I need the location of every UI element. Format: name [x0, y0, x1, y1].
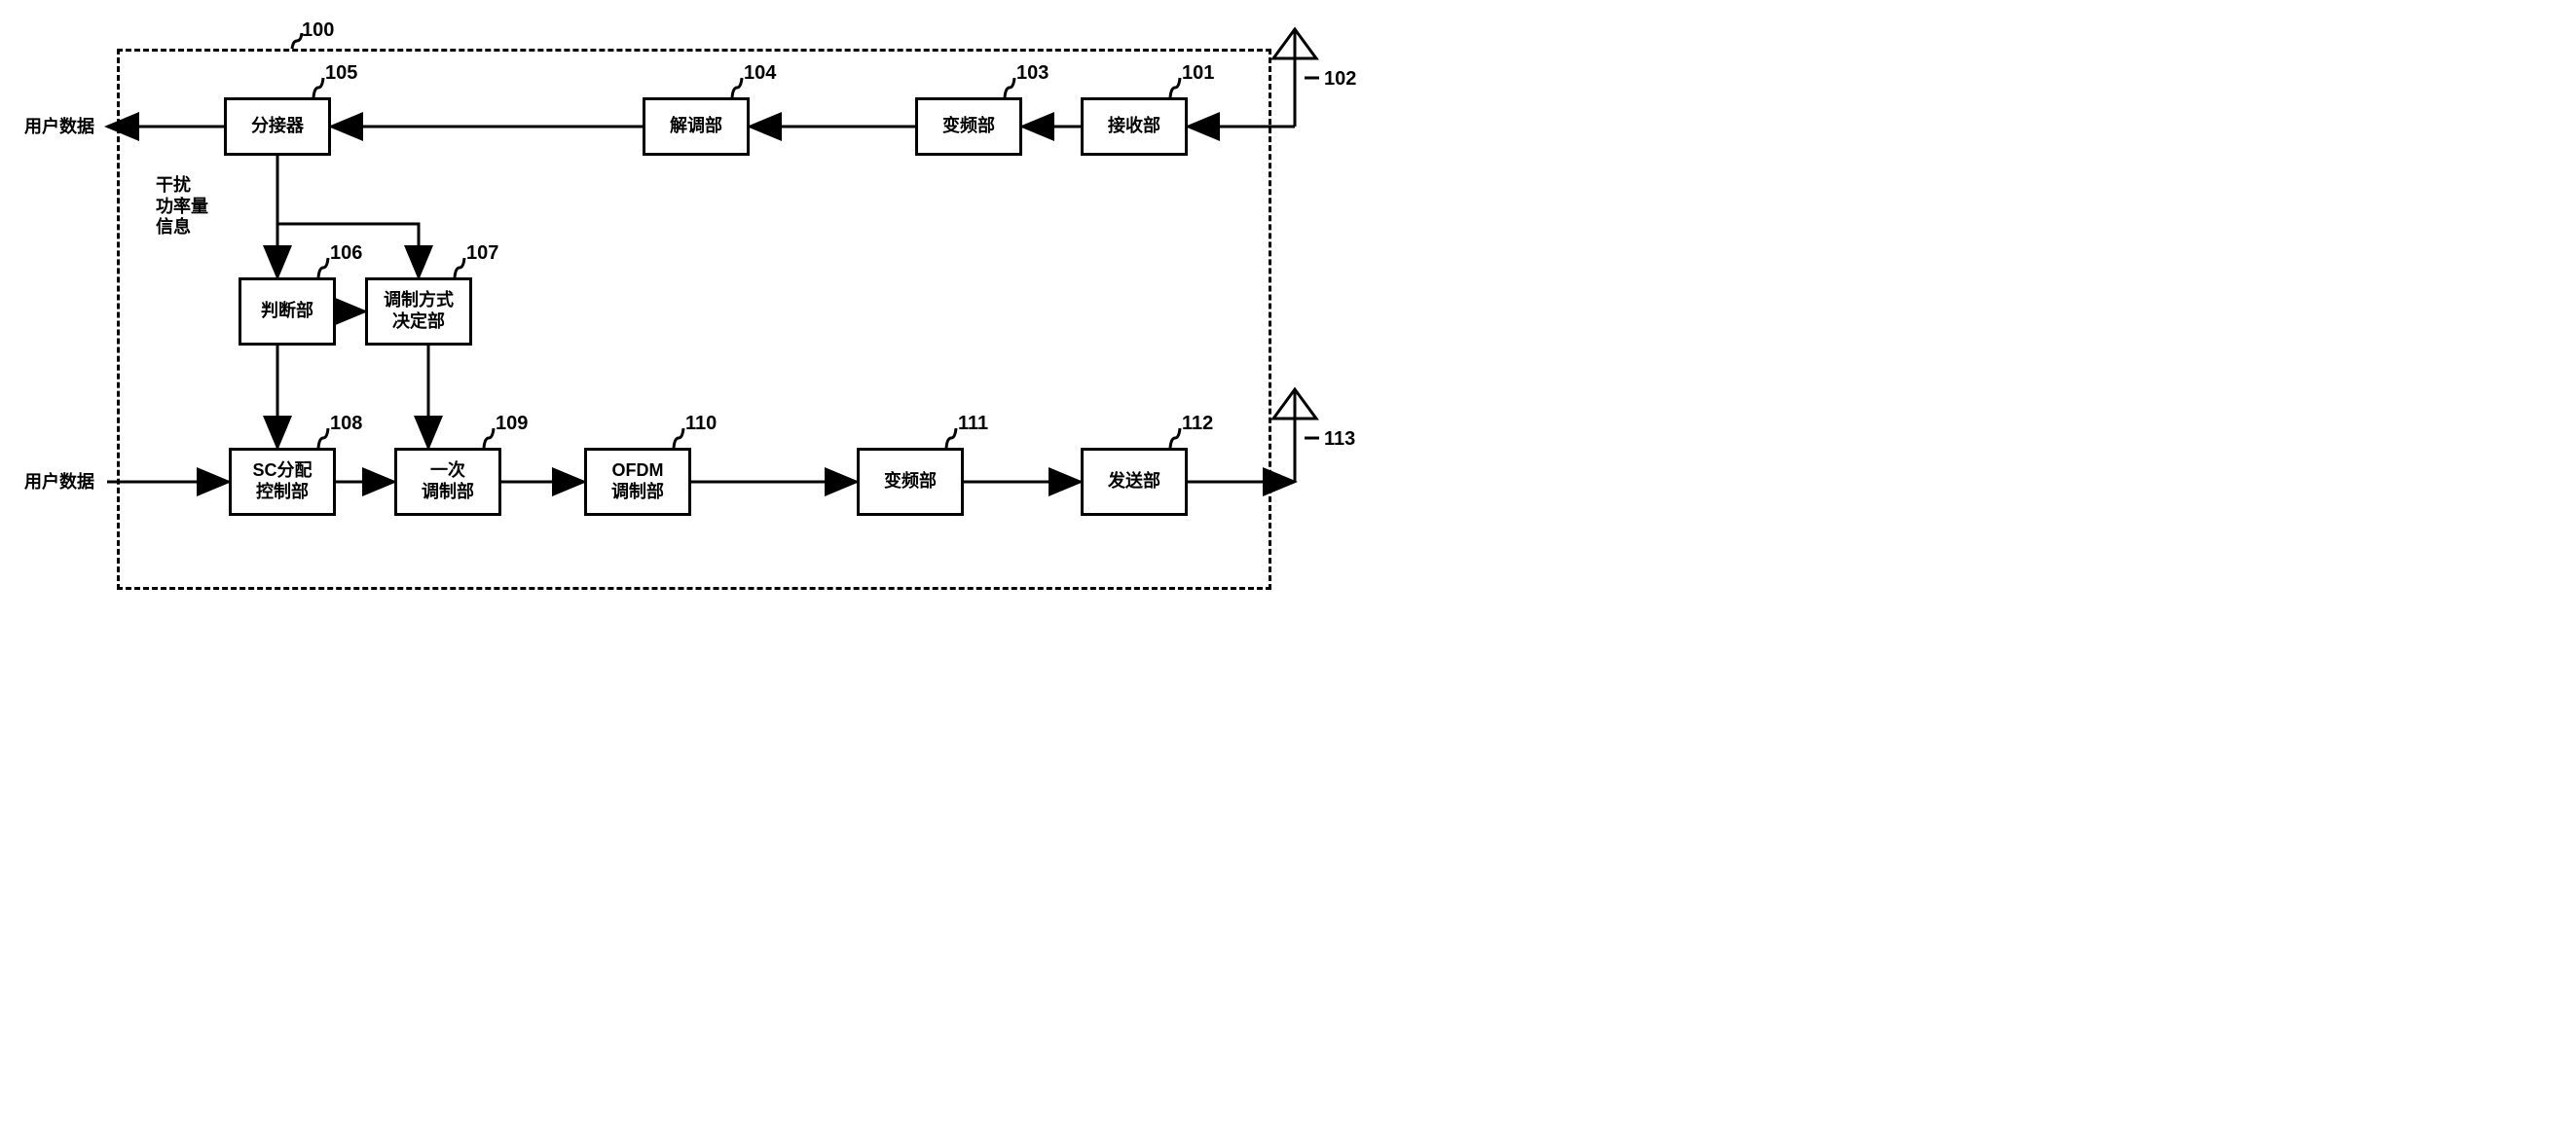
block-label: 变频部 — [884, 471, 937, 493]
block-label: 变频部 — [942, 116, 995, 137]
block-label: 发送部 — [1108, 471, 1160, 493]
ref-102: 102 — [1324, 68, 1356, 91]
ref-112: 112 — [1182, 413, 1213, 435]
label-user-data-out: 用户数据 — [24, 117, 94, 138]
block-judge: 判断部 — [239, 277, 336, 346]
ref-108: 108 — [330, 413, 362, 435]
ref-106: 106 — [330, 242, 362, 265]
ref-110: 110 — [685, 413, 717, 435]
block-demodulator: 解调部 — [643, 97, 750, 156]
block-label: 分接器 — [251, 116, 304, 137]
label-interference-info: 干扰 功率量 信息 — [156, 175, 208, 238]
ref-105: 105 — [325, 62, 357, 85]
block-label: 判断部 — [261, 301, 313, 322]
ref-113: 113 — [1324, 428, 1355, 451]
ref-107: 107 — [466, 242, 498, 265]
block-label: 解调部 — [670, 116, 722, 137]
block-label: 接收部 — [1108, 116, 1160, 137]
block-demux: 分接器 — [224, 97, 331, 156]
block-transmitter: 发送部 — [1081, 448, 1188, 516]
block-freq-conv-rx: 变频部 — [915, 97, 1022, 156]
ref-104: 104 — [744, 62, 776, 85]
block-ofdm-mod: OFDM 调制部 — [584, 448, 691, 516]
ref-111: 111 — [958, 413, 988, 435]
block-primary-mod: 一次 调制部 — [394, 448, 501, 516]
ref-100: 100 — [302, 19, 334, 42]
block-label: OFDM 调制部 — [611, 460, 664, 502]
label-user-data-in: 用户数据 — [24, 472, 94, 493]
block-label: 一次 调制部 — [422, 460, 474, 502]
ref-103: 103 — [1016, 62, 1049, 85]
block-receiver: 接收部 — [1081, 97, 1188, 156]
diagram-canvas: 100 接收部 101 变频部 103 解调部 104 分接器 105 判断部 … — [19, 19, 1382, 603]
block-mod-scheme-decide: 调制方式 决定部 — [365, 277, 472, 346]
block-sc-alloc-ctrl: SC分配 控制部 — [229, 448, 336, 516]
ref-101: 101 — [1182, 62, 1214, 85]
block-label: SC分配 控制部 — [252, 460, 312, 502]
block-label: 调制方式 决定部 — [384, 290, 454, 332]
block-freq-conv-tx: 变频部 — [857, 448, 964, 516]
ref-109: 109 — [496, 413, 528, 435]
